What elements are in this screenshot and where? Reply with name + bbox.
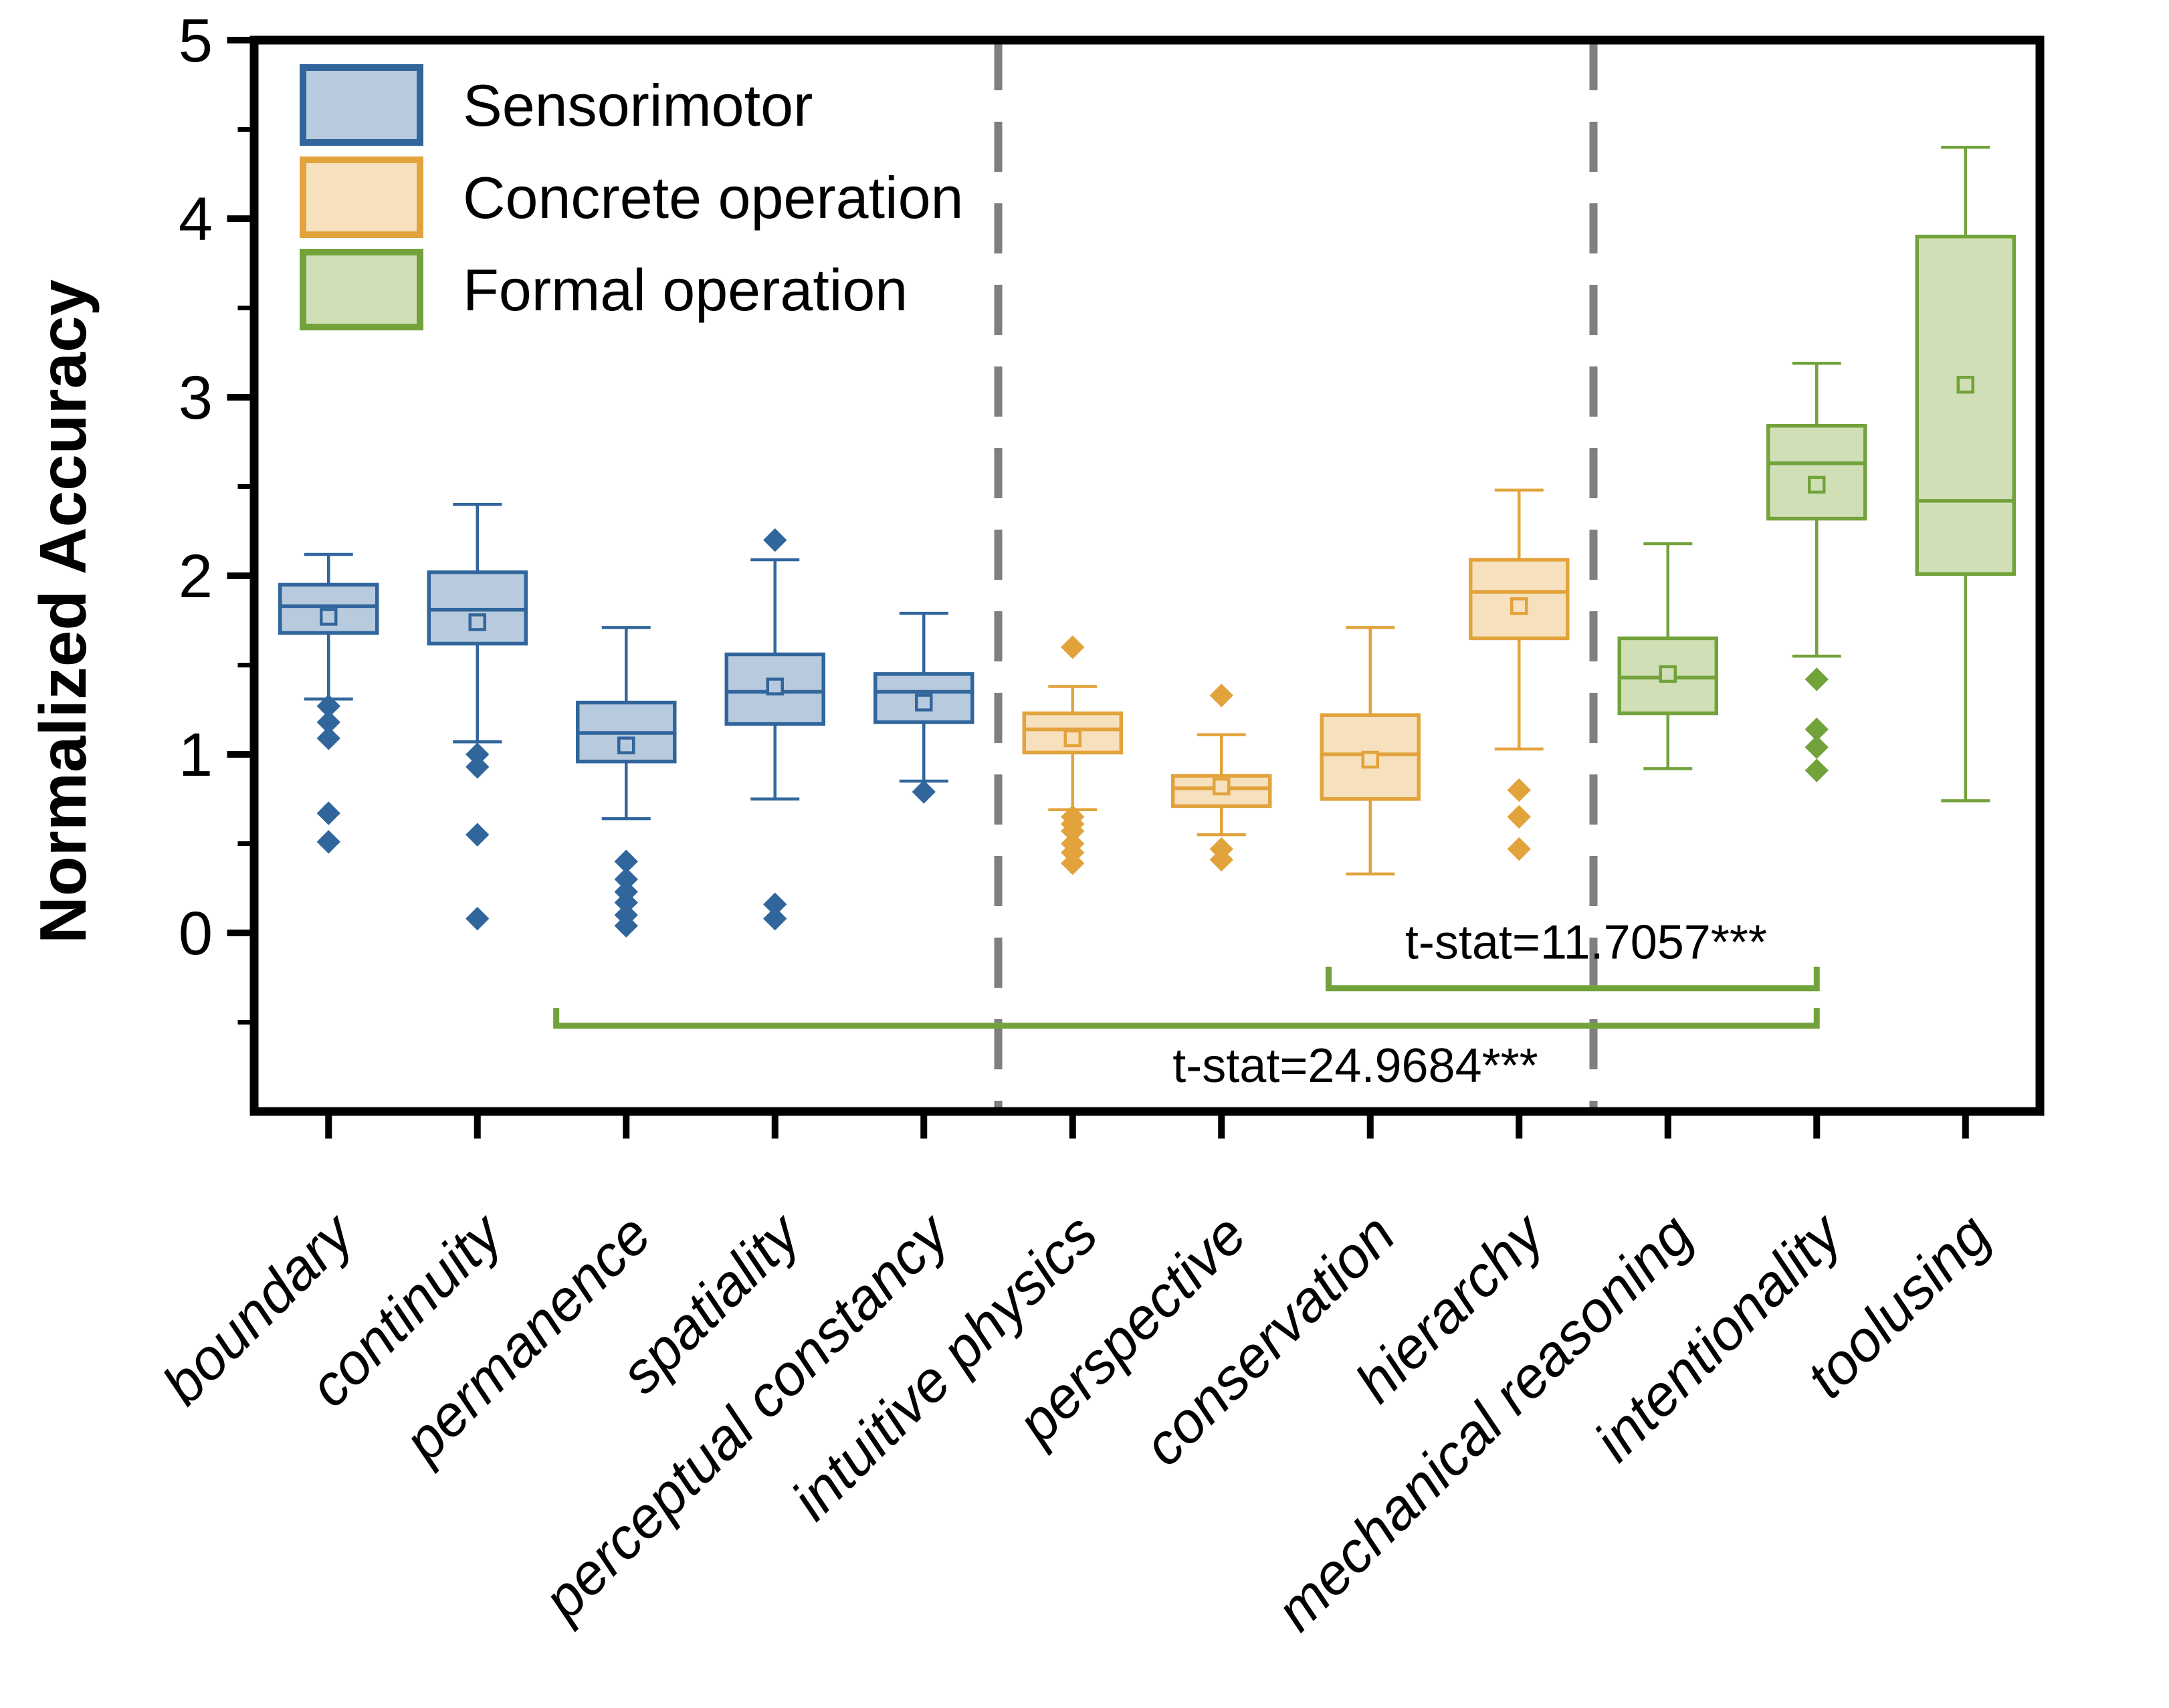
box-group-intuitive-physics	[1022, 635, 1123, 875]
mean-marker	[1361, 750, 1379, 769]
mean-marker	[1063, 729, 1081, 748]
box-group-toolusing	[1915, 145, 2016, 803]
y-tick-label-1: 1	[179, 721, 213, 789]
y-tick-label-4: 4	[179, 185, 213, 253]
mean-marker	[1808, 475, 1826, 494]
mean-marker	[1510, 597, 1528, 615]
outlier-diamond	[763, 906, 787, 931]
y-tick-label-5: 5	[179, 7, 213, 75]
outlier-diamond	[1804, 758, 1829, 782]
outlier-diamond	[1061, 851, 1085, 875]
legend-label-formal-operation: Formal operation	[463, 257, 908, 323]
outlier-diamond	[763, 892, 787, 916]
outlier-diamond	[1507, 805, 1531, 829]
outlier-diamond	[763, 528, 787, 552]
significance-bracket-2	[553, 1008, 1820, 1029]
outlier-diamond	[1804, 717, 1829, 742]
legend-entry-sensorimotor: Sensorimotor	[300, 64, 813, 146]
outlier-diamond	[614, 914, 638, 938]
mean-marker	[1213, 777, 1231, 796]
significance-bracket-1	[1325, 966, 1820, 992]
box-group-boundary	[278, 552, 379, 854]
box-group-conservation	[1320, 626, 1421, 876]
legend-label-sensorimotor: Sensorimotor	[463, 72, 813, 138]
outlier-diamond	[1507, 778, 1531, 803]
box-group-permanence	[576, 626, 677, 938]
outlier-diamond	[466, 755, 490, 779]
iqr-box	[1915, 234, 2016, 576]
outlier-diamond	[1804, 667, 1829, 691]
box-group-hierarchy	[1469, 488, 1570, 861]
outlier-diamond	[466, 742, 490, 766]
box-group-perspective	[1171, 683, 1272, 872]
y-tick-label-3: 3	[179, 364, 213, 432]
tstat-annotation-1: t-stat=11.7057***	[1405, 916, 1767, 970]
outlier-diamond	[614, 849, 638, 873]
mean-marker	[1956, 376, 1974, 394]
box-group-intentionality	[1766, 362, 1867, 782]
outlier-diamond	[614, 867, 638, 891]
mean-marker	[617, 736, 635, 754]
mean-marker	[320, 608, 338, 626]
outlier-diamond	[912, 780, 936, 804]
box-group-perceptual-constancy	[873, 611, 974, 804]
outlier-diamond	[466, 906, 490, 931]
outlier-diamond	[1061, 635, 1085, 659]
box-group-mechanical-reasoning	[1617, 542, 1718, 770]
tstat-annotation-2: t-stat=24.9684***	[1172, 1039, 1538, 1093]
outlier-diamond	[1061, 819, 1085, 843]
legend-entry-formal-operation: Formal operation	[300, 249, 908, 330]
legend-swatch-concrete-operation	[300, 156, 423, 238]
mean-marker	[468, 613, 486, 631]
box-group-continuity	[427, 502, 528, 931]
legend-swatch-formal-operation	[300, 249, 423, 330]
y-tick-label-0: 0	[179, 899, 213, 968]
legend-label-concrete-operation: Concrete operation	[463, 165, 963, 231]
legend-entry-concrete-operation: Concrete operation	[300, 156, 963, 238]
iqr-box	[1320, 713, 1421, 801]
mean-marker	[1659, 665, 1677, 683]
outlier-diamond	[466, 823, 490, 847]
outlier-diamond	[1804, 735, 1829, 759]
mean-marker	[915, 693, 933, 712]
iqr-box	[1766, 423, 1867, 521]
outlier-diamond	[1507, 837, 1531, 861]
outlier-diamond	[614, 890, 638, 915]
axes-frame	[249, 35, 2045, 1116]
y-axis-title: Normalized Accuracy	[26, 280, 100, 944]
y-tick-label-2: 2	[179, 542, 213, 611]
outlier-diamond	[1209, 683, 1233, 708]
legend-swatch-sensorimotor	[300, 64, 423, 146]
outlier-diamond	[1209, 847, 1233, 872]
mean-marker	[766, 677, 784, 696]
box-group-spatiality	[724, 528, 825, 931]
